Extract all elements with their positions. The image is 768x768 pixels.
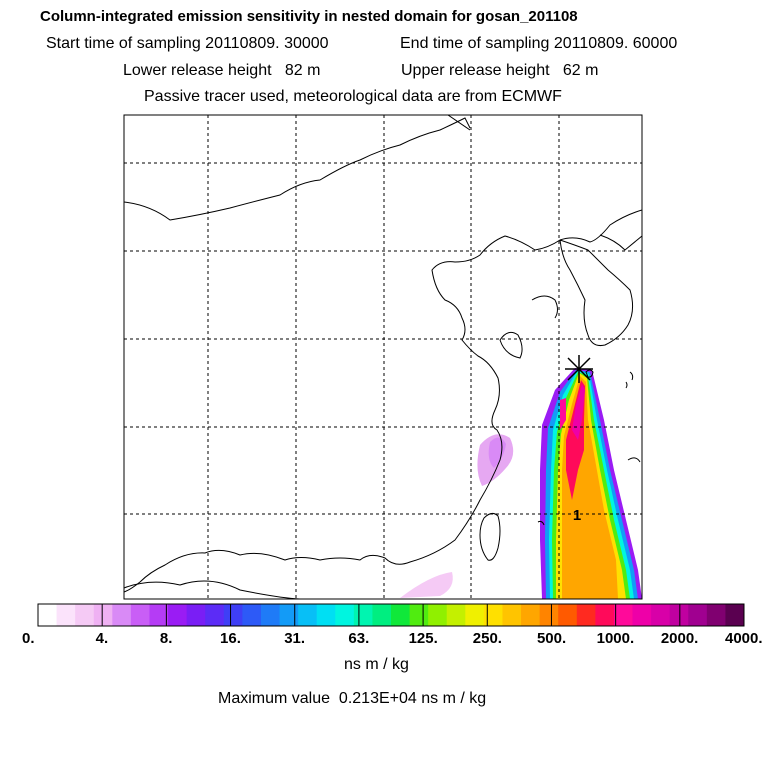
colorbar-tick-label: 2000. [660,630,699,647]
sensitivity-plume [400,368,642,599]
release-number-label: 1 [573,507,581,524]
colorbar-cell [335,604,355,626]
colorbar-cell [93,604,113,626]
upper-release-height: Upper release height 62 m [401,62,599,79]
colorbar-cell [130,604,150,626]
colorbar-cell [558,604,578,626]
start-time: Start time of sampling 20110809. 30000 [46,35,329,52]
maximum-value: Maximum value 0.213E+04 ns m / kg [218,690,487,707]
colorbar-cell [651,604,671,626]
coastlines [124,115,642,599]
colorbar-cell [75,604,95,626]
colorbar-tick-label: 125. [408,630,438,647]
colorbar-cell [576,604,596,626]
colorbar-cell [223,604,243,626]
release-location-marker [565,355,593,383]
lower-release-height: Lower release height 82 m [123,62,321,79]
colorbar-tick-label: 250. [472,630,502,647]
colorbar-tick-label: 63. [348,630,370,647]
colorbar-tick-label: 4. [95,630,109,647]
end-time: End time of sampling 20110809. 60000 [400,35,678,52]
colorbar-cell [428,604,448,626]
colorbar-cell [149,604,169,626]
colorbar-tick-label: 4000. [725,630,763,647]
colorbar-cell [38,604,58,626]
colorbar-tick-label: 31. [284,630,306,647]
colorbar-tick-label: 1000. [596,630,635,647]
colorbar-cell [446,604,466,626]
colorbar-cell [391,604,411,626]
colorbar-cell [316,604,336,626]
colorbar-cell [409,604,429,626]
colorbar-cell [242,604,262,626]
colorbar-tick-label: 0. [22,630,35,647]
colorbar-cell [298,604,318,626]
colorbar-tick-label: 500. [536,630,567,647]
colorbar-tick-label: 16. [220,630,241,647]
colorbar-cell [595,604,615,626]
colorbar-cell [205,604,225,626]
colorbar-cell [465,604,485,626]
colorbar-cell [706,604,726,626]
colorbar-cell [112,604,132,626]
colorbar-cell [186,604,206,626]
map-frame [123,114,643,600]
colorbar-cell [279,604,299,626]
lat-lon-grid [124,115,642,599]
colorbar-cell [56,604,76,626]
colorbar-cell [725,604,745,626]
colorbar-cell [260,604,281,626]
colorbar-cell [669,604,689,626]
colorbar-cell [632,604,652,626]
colorbar-cell [168,604,188,626]
colorbar-cell [613,604,634,626]
colorbar-tick-label: 8. [159,630,173,647]
colorbar-cell [483,604,503,626]
colorbar-unit: ns m / kg [344,656,409,673]
colorbar-cell [372,604,392,626]
colorbar-cell [502,604,522,626]
colorbar-cell [521,604,541,626]
tracer-note: Passive tracer used, meteorological data… [144,88,562,105]
colorbar-cell [353,604,373,626]
colorbar-cell [688,604,708,626]
plot-title: Column-integrated emission sensitivity i… [40,8,578,25]
colorbar-cell [539,604,559,626]
